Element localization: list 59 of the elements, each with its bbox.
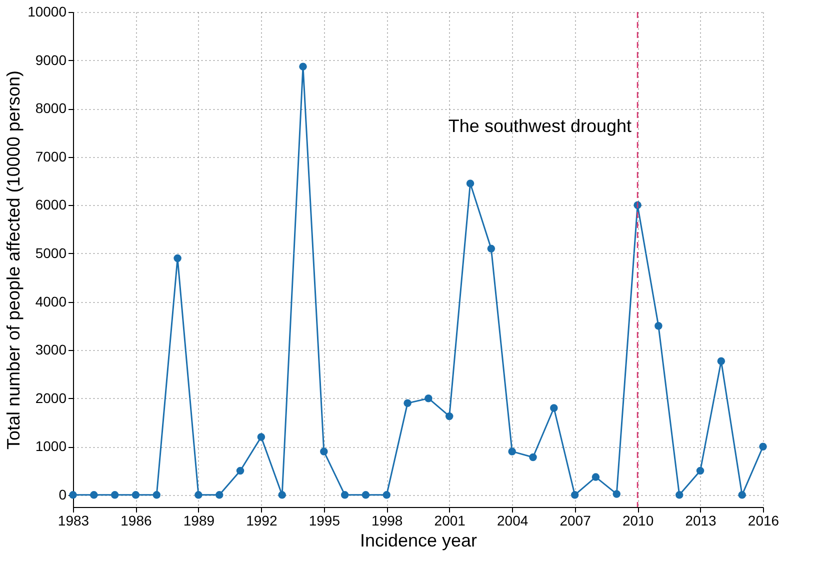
point bbox=[592, 473, 600, 481]
y-axis-title: Total number of people affected (10000 person) bbox=[4, 70, 24, 450]
x-tick-label: 2016 bbox=[748, 512, 780, 528]
point bbox=[404, 399, 412, 408]
point bbox=[174, 254, 182, 262]
point bbox=[487, 244, 496, 252]
point bbox=[299, 62, 307, 70]
point bbox=[675, 491, 684, 499]
x-tick-label: 1986 bbox=[120, 512, 152, 528]
x-tick-label: 2007 bbox=[560, 512, 592, 528]
point bbox=[445, 412, 454, 420]
y-tick-label: 5000 bbox=[35, 244, 67, 261]
x-tick-label: 1983 bbox=[58, 512, 90, 528]
ref-line-label: The southwest drought bbox=[448, 116, 632, 136]
point bbox=[90, 491, 98, 499]
y-tick-label: 7000 bbox=[35, 148, 67, 164]
y-tick-label: 0 bbox=[58, 486, 67, 502]
point bbox=[612, 490, 621, 498]
point bbox=[570, 491, 579, 499]
x-tick-label: 1989 bbox=[183, 512, 215, 528]
y-tick-label: 2000 bbox=[35, 390, 67, 406]
point bbox=[529, 453, 537, 462]
x-tick-label: 2010 bbox=[622, 512, 654, 528]
y-tick-label: 8000 bbox=[35, 100, 67, 116]
point bbox=[717, 357, 726, 366]
y-tick-label: 3000 bbox=[35, 342, 67, 358]
y-tick-label: 10000 bbox=[28, 4, 67, 20]
point bbox=[696, 466, 704, 475]
point bbox=[550, 404, 558, 412]
point bbox=[654, 322, 662, 330]
point bbox=[759, 442, 767, 450]
x-tick-label: 1995 bbox=[308, 512, 340, 528]
point bbox=[424, 394, 432, 402]
point bbox=[194, 491, 202, 499]
y-tick-label: 9000 bbox=[35, 52, 67, 68]
x-axis-title: Incidence year bbox=[360, 530, 478, 550]
point bbox=[215, 491, 224, 499]
point bbox=[466, 180, 474, 188]
x-tick-label: 2013 bbox=[685, 512, 717, 528]
point bbox=[257, 433, 266, 441]
x-tick-label: 2004 bbox=[497, 512, 528, 528]
x-tick-label: 1992 bbox=[246, 512, 278, 528]
y-tick-label: 1000 bbox=[35, 438, 67, 454]
point bbox=[132, 491, 140, 499]
point bbox=[362, 491, 370, 499]
y-tick-label: 4000 bbox=[35, 293, 67, 310]
y-tick-label: 6000 bbox=[35, 196, 67, 213]
point bbox=[508, 448, 516, 456]
point bbox=[236, 466, 244, 475]
point bbox=[69, 491, 77, 499]
point bbox=[738, 491, 746, 499]
point bbox=[152, 491, 161, 499]
point bbox=[382, 491, 391, 499]
x-tick-label: 1998 bbox=[372, 512, 403, 528]
point bbox=[340, 491, 349, 499]
point bbox=[110, 491, 119, 499]
x-tick-label: 2001 bbox=[434, 512, 466, 528]
point bbox=[278, 491, 286, 499]
point bbox=[320, 448, 328, 456]
